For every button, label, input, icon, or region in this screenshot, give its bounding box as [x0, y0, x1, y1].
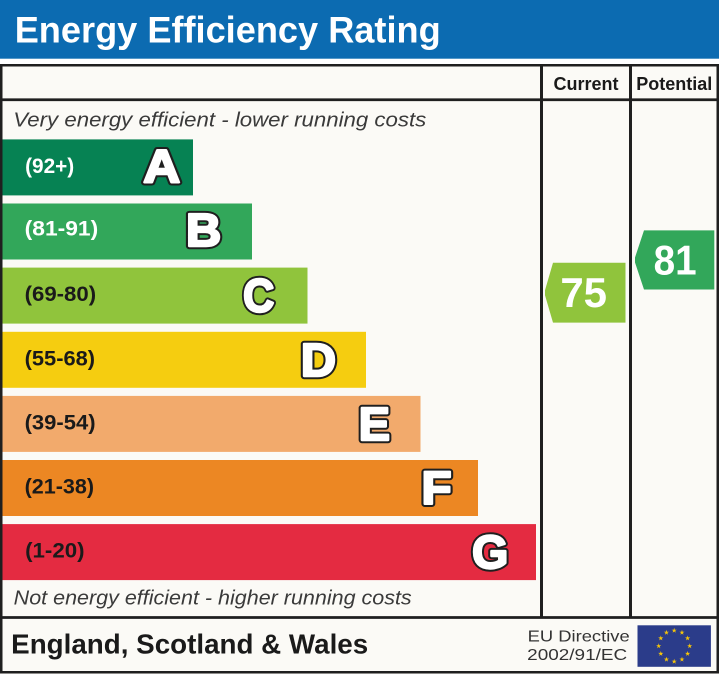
svg-text:Potential: Potential	[636, 74, 712, 94]
svg-text:(39-54): (39-54)	[25, 412, 96, 435]
svg-text:E: E	[359, 398, 390, 450]
svg-text:G: G	[472, 526, 508, 578]
svg-text:E: E	[359, 398, 390, 450]
svg-text:B: B	[186, 204, 221, 256]
svg-text:(1-20): (1-20)	[25, 540, 85, 563]
svg-text:(55-68): (55-68)	[25, 347, 96, 370]
svg-text:81: 81	[654, 237, 697, 284]
svg-text:75: 75	[560, 269, 607, 316]
svg-text:G: G	[472, 526, 508, 578]
svg-text:Current: Current	[553, 74, 618, 94]
svg-text:(69-80): (69-80)	[25, 283, 97, 306]
svg-text:D: D	[301, 334, 336, 386]
svg-text:F: F	[422, 462, 452, 514]
svg-text:D: D	[301, 334, 336, 386]
svg-text:Not energy efficient - higher: Not energy efficient - higher running co…	[14, 588, 412, 610]
svg-text:C: C	[243, 269, 274, 321]
svg-text:(21-38): (21-38)	[25, 476, 95, 499]
svg-text:A: A	[143, 140, 180, 192]
svg-text:B: B	[186, 204, 221, 256]
svg-text:EU Directive: EU Directive	[528, 629, 630, 646]
svg-text:Very energy efficient - lower: Very energy efficient - lower running co…	[13, 109, 426, 131]
svg-text:Energy Efficiency Rating: Energy Efficiency Rating	[15, 9, 441, 50]
svg-text:C: C	[243, 269, 274, 321]
svg-text:2002/91/EC: 2002/91/EC	[527, 647, 627, 664]
svg-text:(92+): (92+)	[25, 155, 74, 178]
svg-text:A: A	[143, 140, 180, 192]
svg-text:England, Scotland & Wales: England, Scotland & Wales	[11, 628, 368, 659]
svg-text:(81-91): (81-91)	[25, 217, 99, 240]
svg-text:F: F	[422, 462, 452, 514]
